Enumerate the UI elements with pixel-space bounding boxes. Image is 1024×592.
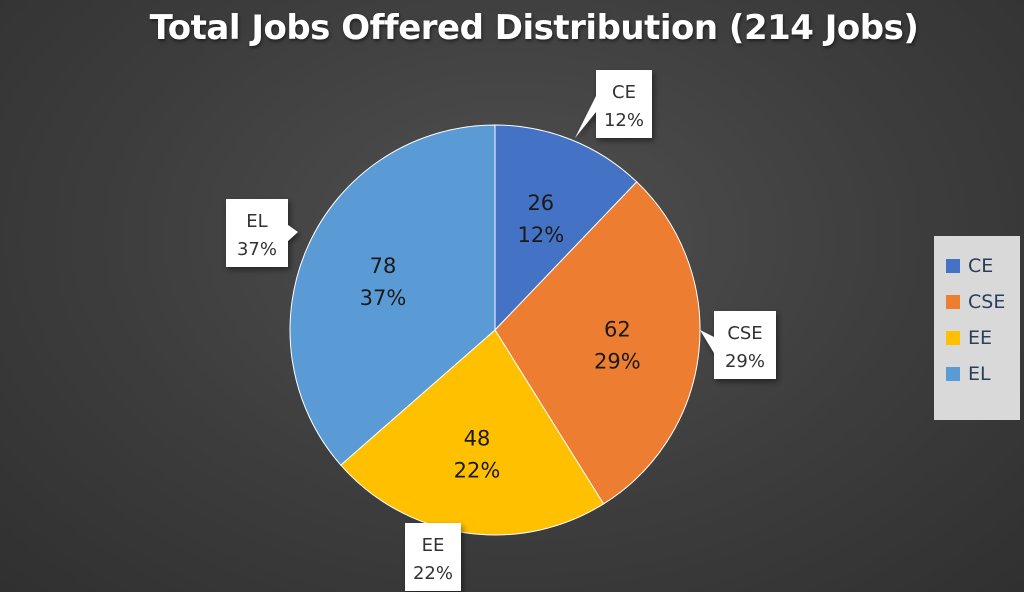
callout-percent-label-ce: 12% <box>604 110 644 131</box>
pie-slice-el <box>289 124 496 466</box>
callout-category-label-ce: CE <box>612 82 636 103</box>
legend-label: EE <box>968 327 993 349</box>
legend-swatch <box>946 295 960 309</box>
pie-slice-cse <box>494 181 701 505</box>
legend-item-el: EL <box>946 356 1020 392</box>
legend-label: CE <box>968 255 994 277</box>
slice-percent-label-el: 37% <box>360 286 407 310</box>
slice-percent-label-ce: 12% <box>517 223 564 247</box>
slice-percent-label-cse: 29% <box>594 350 641 374</box>
legend: CE CSE EE EL <box>934 236 1020 420</box>
pie-slice-ee <box>340 329 605 536</box>
chart-title: Total Jobs Offered Distribution (214 Job… <box>149 8 919 48</box>
callout-el <box>226 199 298 267</box>
slice-value-label-el: 78 <box>370 254 397 278</box>
slice-value-label-ce: 26 <box>527 191 554 215</box>
callout-category-label-ee: EE <box>422 535 445 556</box>
callout-percent-label-cse: 29% <box>725 351 765 372</box>
callout-category-label-el: EL <box>246 211 267 232</box>
slice-percent-label-ee: 22% <box>454 459 501 483</box>
legend-item-cse: CSE <box>946 284 1020 320</box>
legend-swatch <box>946 331 960 345</box>
callout-percent-label-el: 37% <box>237 239 277 260</box>
callout-percent-label-ee: 22% <box>413 563 453 584</box>
legend-swatch <box>946 367 960 381</box>
legend-label: EL <box>968 363 991 385</box>
slice-value-label-ee: 48 <box>464 427 491 451</box>
legend-label: CSE <box>968 291 1006 313</box>
slice-value-label-cse: 62 <box>604 318 631 342</box>
callout-ce <box>575 70 652 138</box>
legend-item-ee: EE <box>946 320 1020 356</box>
callout-category-label-cse: CSE <box>727 323 762 344</box>
callout-ee <box>405 523 461 591</box>
callout-cse <box>700 311 776 379</box>
legend-swatch <box>946 259 960 273</box>
pie-slice-ce <box>494 124 638 332</box>
legend-item-ce: CE <box>946 248 1020 284</box>
